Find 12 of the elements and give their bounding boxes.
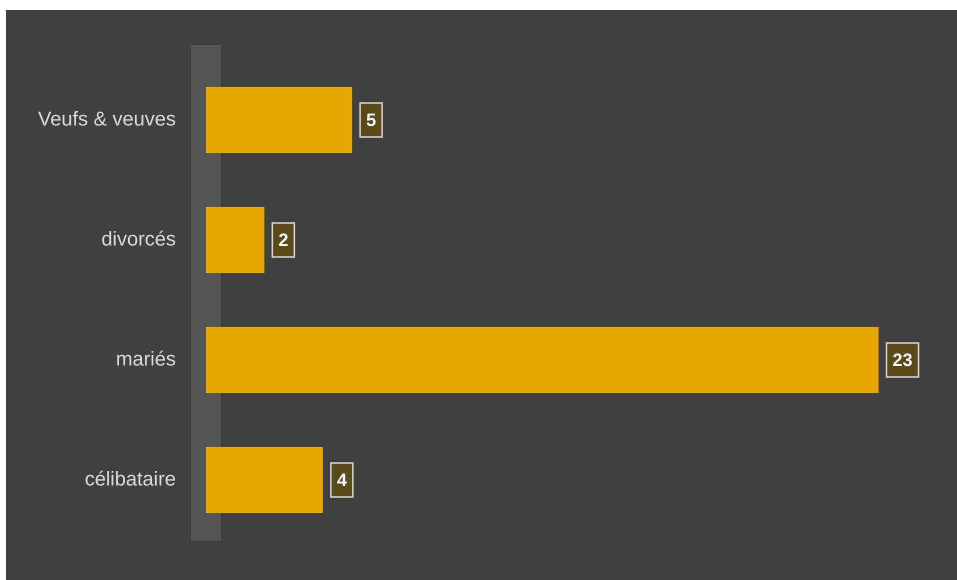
data-label: 4 (336, 470, 347, 490)
bar (206, 327, 879, 393)
bar (206, 207, 264, 273)
data-label: 2 (278, 230, 288, 250)
y-tick-label: mariés (116, 348, 176, 371)
data-label: 5 (366, 110, 376, 130)
bar (206, 87, 352, 153)
y-tick-label: célibataire (84, 468, 176, 491)
data-label: 23 (892, 350, 913, 370)
y-tick-label: divorcés (101, 228, 176, 251)
bar (206, 447, 323, 513)
y-tick-label: Veufs & veuves (38, 108, 176, 131)
